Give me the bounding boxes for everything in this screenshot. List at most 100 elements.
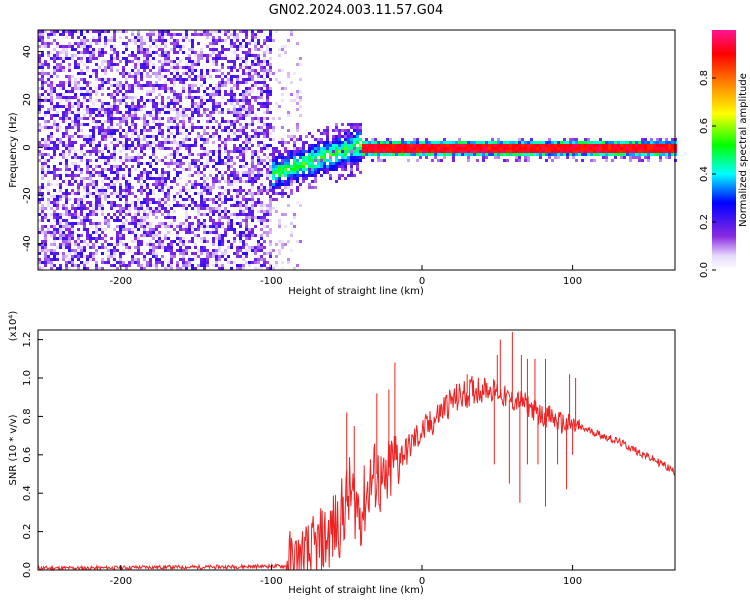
spectrogram-cell [443,153,446,156]
spectrogram-cell [161,261,164,264]
spectrogram-cell [152,126,155,129]
spectrogram-cell [233,261,236,264]
spectrogram-cell [110,156,113,159]
spectrogram-cell [104,162,107,165]
spectrogram-cell [419,141,422,144]
spectrogram-cell [71,261,74,264]
spectrogram-cell [566,144,569,147]
spectrogram-cell [296,165,299,168]
spectrogram-cell [605,150,608,153]
spectrogram-cell [68,198,71,201]
spectrogram-cell [113,105,116,108]
spectrogram-cell [89,60,92,63]
spectrogram-cell [149,246,152,249]
spectrogram-cell [206,162,209,165]
spectrogram-cell [188,153,191,156]
spectrogram-cell [584,138,587,141]
spectrogram-cell [233,237,236,240]
spectrogram-cell [185,114,188,117]
spectrogram-cell [467,159,470,162]
spectrogram-cell [278,153,281,156]
spectrogram-cell [305,135,308,138]
spectrogram-cell [176,63,179,66]
spectrogram-cell [314,165,317,168]
spectrogram-cell [89,144,92,147]
spectrogram-cell [620,153,623,156]
spectrogram-cell [245,231,248,234]
spectrogram-cell [200,252,203,255]
spectrogram-cell [107,81,110,84]
spectrogram-cell [323,150,326,153]
spectrogram-cell [179,60,182,63]
spectrogram-cell [281,69,284,72]
spectrogram-cell [134,114,137,117]
spectrogram-cell [119,84,122,87]
spectrogram-cell [92,255,95,258]
spectrogram-cell [89,201,92,204]
spectrogram-cell [86,189,89,192]
spectrogram-cell [257,243,260,246]
spectrogram-cell [236,264,239,267]
spectrogram-cell [182,162,185,165]
spectrogram-cell [209,150,212,153]
spectrogram-cell [47,81,50,84]
spectrogram-cell [218,258,221,261]
spectrogram-cell [212,60,215,63]
spectrogram-cell [263,129,266,132]
spectrogram-cell [113,63,116,66]
spectrogram-cell [110,201,113,204]
spectrogram-cell [236,192,239,195]
spectrogram-cell [113,258,116,261]
spectrogram-cell [80,93,83,96]
spectrogram-cell [359,132,362,135]
spectrogram-cell [212,69,215,72]
spectrogram-cell [62,48,65,51]
spectrogram-cell [83,225,86,228]
spectrogram-cell [53,108,56,111]
spectrogram-cell [176,33,179,36]
spectrogram-cell [104,228,107,231]
spectrogram-cell [269,63,272,66]
spectrogram-cell [638,147,641,150]
spectrogram-cell [212,219,215,222]
spectrogram-cell [113,189,116,192]
spectrogram-cell [41,192,44,195]
spectrogram-cell [47,168,50,171]
spectrogram-cell [467,156,470,159]
spectrogram-cell [161,204,164,207]
spectrogram-cell [155,114,158,117]
colorbar-label: Normalized spectral amplitude [738,73,749,227]
spectrogram-cell [278,81,281,84]
spectrogram-cell [92,51,95,54]
spectrogram-cell [239,63,242,66]
spectrogram-cell [104,219,107,222]
spectrogram-cell [281,162,284,165]
spectrogram-cell [200,114,203,117]
spectrogram-cell [338,165,341,168]
spectrogram-cell [104,129,107,132]
spectrogram-cell [56,138,59,141]
spectrogram-cell [164,138,167,141]
spectrogram-cell [245,144,248,147]
spectrogram-cell [38,57,41,60]
spectrogram-cell [200,102,203,105]
spectrogram-cell [473,153,476,156]
spectrogram-cell [461,150,464,153]
spectrogram-cell [71,54,74,57]
spectrogram-cell [182,90,185,93]
spectrogram-cell [188,96,191,99]
spectrogram-cell [149,81,152,84]
spectrogram-cell [125,204,128,207]
spectrogram-cell [227,210,230,213]
spectrogram-cell [506,159,509,162]
spectrogram-cell [176,126,179,129]
spectrogram-cell [119,102,122,105]
spectrogram-cell [50,102,53,105]
spectrogram-cell [89,234,92,237]
spectrogram-cell [266,45,269,48]
spectrogram-cell [305,150,308,153]
spectrogram-cell [38,60,41,63]
spectrogram-cell [254,267,257,270]
spectrogram-cell [188,174,191,177]
spectrogram-cell [197,42,200,45]
